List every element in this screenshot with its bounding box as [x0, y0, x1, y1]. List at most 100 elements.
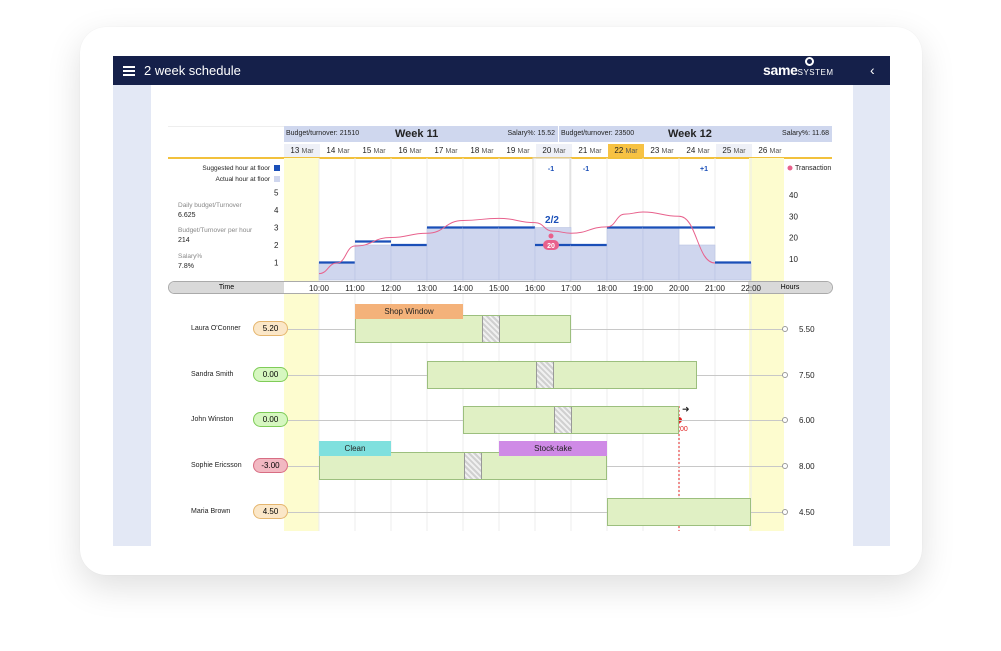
day-header[interactable]: 25 Mar	[716, 144, 752, 158]
shift-bar[interactable]	[463, 406, 679, 434]
break-block[interactable]	[464, 453, 482, 479]
balance-badge: 0.00	[253, 412, 288, 427]
y-tick-right: 20	[789, 234, 798, 243]
hour-delta: +1	[700, 166, 708, 173]
header-divider	[168, 157, 832, 159]
week-11-header[interactable]: Budget/turnover: 21510 Week 11 Salary%: …	[284, 126, 558, 142]
actual-hour-bar	[642, 227, 680, 281]
actual-hour-bar	[678, 244, 716, 281]
time-tick-label: 19:00	[632, 284, 654, 293]
day-header[interactable]: 20 Mar	[536, 144, 572, 158]
stat-value: 7.8%	[178, 263, 194, 270]
transaction-legend-dot	[787, 165, 793, 171]
y-tick-left: 3	[274, 224, 279, 233]
break-block[interactable]	[482, 316, 500, 342]
transaction-marker-label: 20	[547, 243, 555, 250]
stat-label: Budget/Turnover per hour	[178, 227, 253, 234]
day-header[interactable]: 26 Mar	[758, 146, 782, 155]
current-time-label: 20:00	[670, 426, 688, 433]
hour-delta: -1	[583, 166, 589, 173]
arrow-right-icon[interactable]: ➜	[682, 404, 690, 414]
actual-hour-bar	[714, 262, 752, 281]
balance-badge: 0.00	[253, 367, 288, 382]
day-header[interactable]: 19 Mar	[506, 146, 530, 155]
hour-delta: -1	[548, 166, 554, 173]
shift-bar[interactable]	[427, 361, 697, 389]
shift-bar[interactable]	[355, 315, 571, 343]
time-tick-label: 20:00	[668, 284, 690, 293]
y-tick-left: 2	[274, 241, 279, 250]
employee-hours: 6.00	[799, 416, 815, 425]
actual-hour-bar	[354, 244, 392, 281]
time-tick-label: 21:00	[704, 284, 726, 293]
legend-actual: Actual hour at floor	[178, 176, 280, 183]
transaction-line	[318, 211, 716, 275]
y-tick-right: 30	[789, 212, 798, 221]
time-tick-label: 10:00	[308, 284, 330, 293]
employee-hours: 7.50	[799, 371, 815, 380]
y-tick-left: 4	[274, 206, 279, 215]
timeline-bar[interactable]: Time Hours	[168, 281, 833, 294]
actual-hour-bar	[570, 244, 608, 281]
week-budget: Budget/turnover: 21510	[286, 130, 360, 137]
break-block[interactable]	[536, 362, 554, 388]
closed-band	[749, 158, 784, 531]
time-tick-label: 18:00	[596, 284, 618, 293]
day-header[interactable]: 21 Mar	[578, 146, 602, 155]
week-title: Week 12	[668, 128, 712, 140]
time-tick-label: 13:00	[416, 284, 438, 293]
stat-value: 214	[178, 237, 190, 244]
row-end-handle[interactable]	[782, 463, 788, 469]
day-header[interactable]: 23 Mar	[650, 146, 674, 155]
time-tick-label: 17:00	[560, 284, 582, 293]
employee-name[interactable]: Sophie Ericsson	[191, 462, 242, 469]
time-tick-label: 16:00	[524, 284, 546, 293]
employee-name[interactable]: John Winston	[191, 416, 234, 423]
y-tick-left: 1	[274, 259, 279, 268]
break-block[interactable]	[554, 407, 572, 433]
day-header[interactable]: 15 Mar	[362, 146, 386, 155]
task-block[interactable]: Stock-take	[499, 441, 607, 456]
row-end-handle[interactable]	[782, 417, 788, 423]
hamburger-menu-icon[interactable]	[123, 66, 135, 76]
hours-label: Hours	[748, 282, 832, 293]
day-header[interactable]: 17 Mar	[434, 146, 458, 155]
day-header[interactable]: 18 Mar	[470, 146, 494, 155]
day-header[interactable]: 16 Mar	[398, 146, 422, 155]
employee-name[interactable]: Maria Brown	[191, 508, 231, 515]
row-track	[288, 512, 786, 513]
row-end-handle[interactable]	[782, 326, 788, 332]
day-header[interactable]: 22 Mar	[608, 144, 644, 158]
day-header[interactable]: 13 Mar	[284, 144, 320, 158]
balance-badge: -3.00	[253, 458, 288, 473]
task-block[interactable]: Clean	[319, 441, 391, 456]
shift-bar[interactable]	[319, 452, 607, 480]
week-12-header[interactable]: Budget/turnover: 23500 Week 12 Salary%: …	[559, 126, 832, 142]
task-block[interactable]: Shop Window	[355, 304, 463, 319]
stat-value: 6.625	[178, 212, 196, 219]
top-bar: 2 week schedule sameSYSTEM ‹	[113, 56, 890, 85]
time-tick-label: 11:00	[345, 284, 365, 293]
chevron-left-icon[interactable]: ‹	[870, 62, 875, 78]
day-header[interactable]: 24 Mar	[686, 146, 710, 155]
row-end-handle[interactable]	[782, 509, 788, 515]
samesystem-logo: sameSYSTEM	[763, 57, 834, 78]
employee-name[interactable]: Laura O'Conner	[191, 325, 241, 332]
time-tick-label: 15:00	[488, 284, 510, 293]
time-label: Time	[169, 282, 284, 293]
y-tick-right: 10	[789, 255, 798, 264]
shift-bar[interactable]	[607, 498, 751, 526]
actual-hour-bar	[498, 227, 536, 281]
time-tick-label: 14:00	[452, 284, 474, 293]
week-budget: Budget/turnover: 23500	[561, 130, 635, 137]
y-tick-left: 5	[274, 189, 279, 198]
actual-hour-bar	[462, 227, 500, 281]
week-title: Week 11	[395, 128, 439, 140]
transaction-point[interactable]	[548, 233, 554, 239]
employee-name[interactable]: Sandra Smith	[191, 371, 234, 378]
week-salary: Salary%: 15.52	[507, 130, 555, 137]
day-header[interactable]: 14 Mar	[326, 146, 350, 155]
employee-hours: 4.50	[799, 508, 815, 517]
actual-hour-bar	[606, 227, 644, 281]
row-end-handle[interactable]	[782, 372, 788, 378]
